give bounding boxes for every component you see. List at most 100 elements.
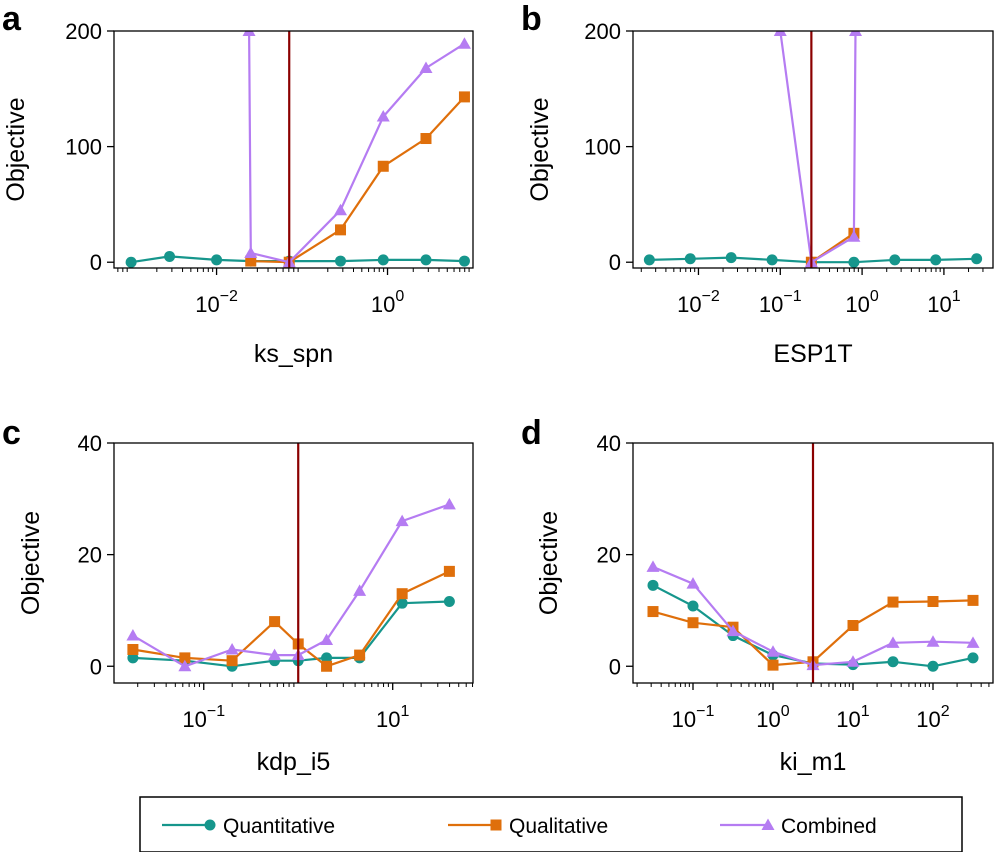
data-point-quantitative [725,252,737,264]
data-point-qualitative [927,596,939,608]
data-point-combined [126,629,140,641]
data-point-combined [178,659,192,672]
plot-area [125,31,471,268]
legend-label: Qualitative [509,815,608,838]
data-point-combined [419,61,433,73]
data-point-qualitative [321,660,333,672]
plot-area [643,31,983,268]
panel-letter: b [521,0,542,38]
data-point-qualitative [269,616,281,628]
data-point-combined [847,230,861,242]
legend-item-quantitative: Quantitative [162,815,335,838]
axes-frame [632,30,994,269]
minor-ticks [137,683,474,687]
data-point-combined [846,655,860,667]
y-tick-label: 20 [78,543,102,568]
x-tick-label: 100 [845,288,878,317]
data-point-quantitative [687,600,699,612]
x-tick-label: 10−1 [672,703,715,732]
data-point-quantitative [887,656,899,668]
y-axis-label: Objective [526,97,554,201]
legend-label: Quantitative [223,815,335,838]
series-line-combined [132,503,450,668]
x-tick-label: 100 [756,703,789,732]
data-point-quantitative [335,255,347,267]
data-point-combined [773,31,787,36]
x-tick-label: 102 [916,703,949,732]
series-line-qualitative [250,96,466,264]
data-point-combined [926,635,940,647]
y-tick-label: 100 [584,135,621,160]
data-point-quantitative [321,652,333,664]
y-tick-label: 40 [78,431,102,456]
data-point-qualitative [396,588,408,600]
legend-marker [761,818,775,830]
x-tick-label: 100 [371,288,404,317]
x-tick-label: 10−1 [182,703,225,732]
data-point-combined [886,636,900,648]
panel-letter: c [2,414,21,452]
data-point-quantitative [766,254,778,266]
legend-box [139,796,963,852]
data-point-combined [849,31,863,36]
data-point-qualitative [245,255,257,267]
y-axis-label: Objective [535,511,563,615]
data-point-qualitative [847,620,859,632]
minor-ticks [640,268,984,272]
data-point-quantitative [127,652,139,664]
series-line-combined [248,31,466,264]
y-tick-label: 0 [609,250,621,275]
data-point-combined [966,636,980,648]
axes-frame [632,442,994,684]
data-point-qualitative [458,91,470,103]
x-axis-label: ESP1T [773,340,852,368]
legend-item-combined: Combined [720,815,877,838]
data-point-quantitative [164,250,176,262]
data-point-qualitative [420,133,432,145]
data-point-qualitative [887,596,899,608]
data-point-quantitative [420,254,432,266]
panel-a: a 10−2 100 0 100 200 ks_spn Objective [2,0,474,368]
legend: Quantitative Qualitative Combined [139,796,963,852]
x-tick-label: 101 [927,288,960,317]
panel-c: c 10−1 101 0 20 40 kdp_i5 Objective [2,414,474,776]
data-point-quantitative [643,254,655,266]
data-point-combined [442,497,456,510]
panel-letter: a [2,0,22,38]
data-point-combined [353,584,367,596]
x-axis-label: ki_m1 [780,748,847,776]
data-point-quantitative [848,256,860,268]
y-tick-label: 20 [597,543,621,568]
data-point-combined [457,37,471,49]
data-point-qualitative [647,606,659,618]
legend-item-qualitative: Qualitative [448,815,608,838]
data-point-quantitative [396,597,408,609]
x-tick-label: 10−2 [677,288,720,317]
data-point-qualitative [179,652,191,664]
y-tick-label: 200 [584,19,621,44]
x-axis-label: ks_spn [254,340,333,368]
y-tick-label: 100 [65,135,102,160]
data-point-quantitative [967,652,979,664]
data-point-qualitative [354,649,366,661]
y-tick-label: 0 [90,250,102,275]
panel-d: d 10−1 100 101 102 0 20 40 ki_m1 Objective [521,414,994,776]
data-point-qualitative [687,617,699,629]
data-point-combined [395,514,409,527]
data-point-quantitative [930,254,942,266]
y-tick-label: 0 [609,654,621,679]
data-point-quantitative [458,255,470,267]
axes-frame [113,442,474,684]
data-point-combined [646,560,660,572]
data-point-quantitative [211,254,223,266]
data-point-combined [225,643,239,655]
data-point-quantitative [647,579,659,591]
data-point-combined [376,110,390,122]
data-point-combined [244,246,258,258]
data-point-qualitative [967,594,979,606]
data-point-combined [686,577,700,589]
data-point-combined [320,633,334,646]
series-line-qualitative [132,570,450,668]
y-tick-label: 200 [65,19,102,44]
